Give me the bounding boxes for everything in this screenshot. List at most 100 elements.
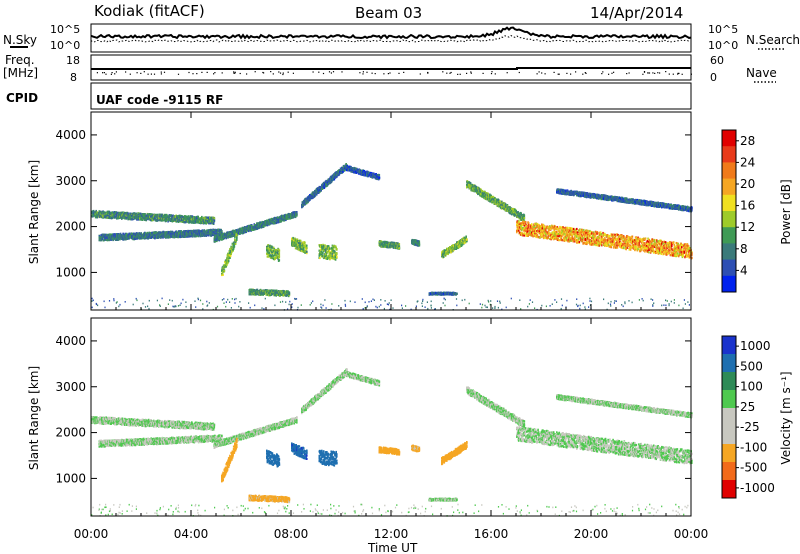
- nave-point: [419, 73, 421, 75]
- echo-cell: [164, 231, 166, 234]
- echo-cell: [175, 217, 177, 221]
- echo-cell: [155, 232, 157, 235]
- nave-point: [328, 71, 331, 73]
- echo-cell: [168, 216, 171, 219]
- nave-point: [585, 72, 587, 74]
- echo-cell: [197, 218, 200, 221]
- echo-cell: [137, 217, 139, 220]
- echo-cell: [167, 231, 170, 234]
- nave-point: [449, 72, 451, 74]
- freq-panel: Freq. [MHz] 18 8 60 0 Nave: [3, 53, 777, 84]
- nave-point: [272, 73, 274, 75]
- nave-point: [140, 72, 142, 74]
- echo-cell: [154, 237, 156, 240]
- nave-point: [657, 72, 659, 74]
- echo-cell: [112, 238, 114, 242]
- cpid-text: UAF code -9115 RF: [96, 93, 223, 107]
- nave-point: [665, 71, 667, 73]
- nave-point: [652, 72, 654, 74]
- echo-cell: [167, 236, 169, 239]
- nave-point: [312, 71, 314, 73]
- echo-cell: [236, 238, 238, 241]
- nave-point: [153, 73, 156, 75]
- echo-cell: [187, 215, 190, 218]
- nave-point: [491, 71, 493, 73]
- nave-point: [672, 73, 674, 75]
- echo-cell: [164, 217, 167, 220]
- echo-cell: [278, 249, 281, 252]
- nsearch-trace: [90, 34, 692, 43]
- echo-cell: [122, 216, 124, 219]
- echo-cell: [296, 213, 298, 216]
- echo-cell: [125, 217, 127, 220]
- echo-cell: [153, 231, 156, 234]
- echo-cell: [171, 234, 174, 237]
- freq-label-line2: [MHz]: [3, 66, 38, 80]
- nave-point: [362, 71, 364, 73]
- power-plot-area: [91, 163, 693, 311]
- nave-point: [362, 73, 364, 75]
- echo-cell: [304, 241, 306, 244]
- nave-point: [628, 72, 630, 74]
- nave-point: [129, 73, 131, 75]
- nave-point: [538, 71, 540, 73]
- echo-band: [346, 164, 381, 181]
- echo-cell: [177, 215, 179, 218]
- nave-point: [654, 72, 656, 74]
- nave-point: [192, 73, 194, 75]
- echo-cell: [278, 255, 281, 259]
- nave-point: [366, 71, 368, 73]
- nave-point: [678, 72, 680, 74]
- echo-cell: [151, 213, 154, 216]
- nave-point: [374, 73, 376, 75]
- echo-cell: [132, 232, 135, 235]
- nave-point: [160, 71, 162, 73]
- nave-point: [659, 72, 661, 74]
- echo-cell: [92, 215, 94, 218]
- nave-point: [262, 71, 264, 74]
- echo-cell: [151, 219, 153, 222]
- nave-point: [450, 71, 452, 74]
- echo-cell: [197, 215, 199, 218]
- nave-point: [482, 72, 484, 74]
- nave-point: [234, 71, 236, 73]
- echo-cell: [234, 242, 237, 245]
- echo-cell: [95, 209, 97, 213]
- echo-cell: [184, 220, 186, 223]
- echo-cell: [319, 256, 321, 260]
- echo-cell: [206, 218, 209, 221]
- nave-point: [114, 73, 116, 75]
- echo-cell: [162, 219, 165, 222]
- nave-point: [163, 71, 166, 73]
- nave-point: [643, 71, 646, 73]
- nave-point: [403, 71, 405, 73]
- echo-cell: [151, 236, 154, 239]
- echo-cell: [229, 256, 231, 259]
- station-title: Kodiak (fitACF): [94, 2, 205, 20]
- nave-point: [601, 73, 603, 75]
- nave-point: [221, 72, 223, 74]
- echo-cell: [213, 217, 216, 220]
- echo-cell: [106, 213, 109, 216]
- cpid-panel: CPID UAF code -9115 RF: [6, 82, 692, 110]
- echo-cell: [186, 217, 189, 220]
- nave-point: [105, 73, 107, 75]
- nave-point: [206, 71, 208, 73]
- cpid-frame: [90, 82, 692, 110]
- echo-cell: [223, 270, 226, 273]
- echo-band: [318, 243, 338, 261]
- nave-point: [398, 72, 400, 74]
- echo-cell: [114, 216, 117, 219]
- echo-cell: [100, 234, 102, 237]
- echo-cell: [141, 218, 144, 221]
- echo-cell: [140, 232, 142, 235]
- echo-cell: [233, 245, 236, 248]
- echo-cell: [213, 219, 216, 222]
- nave-point: [570, 73, 572, 75]
- nave-point: [544, 73, 546, 75]
- echo-cell: [194, 218, 197, 221]
- echo-cell: [153, 232, 156, 235]
- echo-cell: [302, 246, 305, 250]
- echo-cell: [278, 252, 281, 255]
- echo-cell: [117, 217, 119, 220]
